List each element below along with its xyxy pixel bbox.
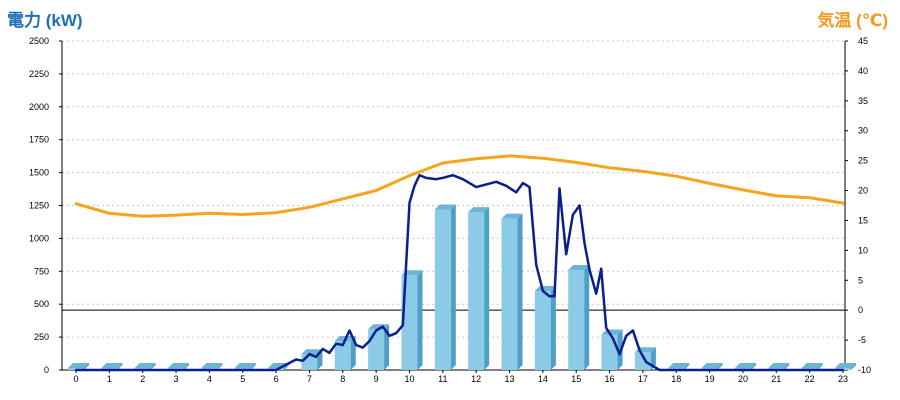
bar-side [217, 363, 223, 370]
power-line [74, 173, 845, 372]
bar-side [817, 363, 823, 370]
x-tick-label: 18 [671, 374, 681, 384]
left-tick-label: 250 [34, 332, 49, 342]
right-tick-label: 40 [858, 66, 868, 76]
x-tick-label: 16 [605, 374, 615, 384]
left-tick-label: 1250 [29, 201, 49, 211]
left-tick-label: 2500 [29, 36, 49, 46]
temperature-line [74, 154, 845, 218]
left-tick-label: 2000 [29, 102, 49, 112]
bar-side [717, 363, 723, 370]
left-tick-label: 1750 [29, 135, 49, 145]
x-tick-label: 8 [340, 374, 345, 384]
x-tick-label: 4 [207, 374, 212, 384]
bar-side [417, 270, 423, 370]
left-tick-label: 0 [44, 365, 49, 375]
x-tick-label: 9 [374, 374, 379, 384]
x-tick-label: 3 [174, 374, 179, 384]
left-tick-label: 1500 [29, 168, 49, 178]
bar-top [734, 363, 756, 368]
bar [334, 341, 351, 370]
bar-top [668, 363, 690, 368]
bar-side [250, 363, 256, 370]
bar-side [750, 363, 756, 370]
bar-top [434, 204, 456, 210]
bar [434, 209, 451, 370]
right-tick-label: 25 [858, 156, 868, 166]
x-tick-label: 0 [73, 374, 78, 384]
bar-top [768, 363, 790, 368]
right-axis-title: 気温 (℃) [817, 11, 888, 30]
bar-top [134, 363, 156, 368]
bar-side [84, 363, 89, 370]
x-tick-label: 10 [404, 374, 414, 384]
bar-top [68, 363, 89, 368]
x-tick-label: 11 [438, 374, 447, 384]
x-tick-label: 13 [505, 374, 515, 384]
bar-top [234, 363, 256, 368]
right-tick-label: 0 [858, 305, 863, 315]
x-tick-label: 5 [240, 374, 245, 384]
x-tick-label: 1 [107, 374, 112, 384]
bar-top [568, 264, 590, 270]
x-tick-label: 12 [471, 374, 481, 384]
bar-side [550, 286, 556, 370]
right-tick-label: 35 [858, 96, 868, 106]
left-tick-label: 2250 [29, 69, 49, 79]
left-tick-label: 500 [34, 299, 49, 309]
x-tick-label: 2 [140, 374, 145, 384]
x-tick-label: 6 [274, 374, 279, 384]
bar-side [684, 363, 690, 370]
bar-side [150, 363, 156, 370]
x-tick-label: 23 [838, 374, 848, 384]
bar [468, 212, 485, 370]
bar-side [517, 213, 523, 370]
bar [634, 352, 651, 370]
right-tick-label: 5 [858, 275, 863, 285]
bar-side [450, 204, 456, 370]
x-tick-label: 17 [638, 374, 648, 384]
bar-top [835, 363, 856, 368]
left-axis-title: 電力 (kW) [7, 11, 83, 30]
bar [568, 269, 585, 370]
right-tick-label: 20 [858, 186, 868, 196]
right-tick-label: 15 [858, 215, 868, 225]
bar [534, 291, 551, 370]
bar-side [584, 264, 590, 370]
left-tick-label: 1000 [29, 233, 49, 243]
bar-top [301, 349, 323, 355]
bar [501, 218, 518, 370]
right-tick-label: 10 [858, 245, 868, 255]
bar-top [801, 363, 823, 368]
bar-top [101, 363, 123, 368]
bar-top [201, 363, 223, 368]
left-tick-label: 750 [34, 266, 49, 276]
x-tick-label: 7 [307, 374, 312, 384]
bar-top [701, 363, 723, 368]
bar-top [534, 286, 556, 292]
right-tick-label: 45 [858, 36, 868, 46]
right-tick-label: -5 [858, 335, 866, 345]
bar-side [851, 363, 856, 370]
bar-top [501, 213, 523, 219]
bar-top [468, 207, 490, 213]
x-tick-label: 19 [705, 374, 715, 384]
x-tick-label: 22 [805, 374, 815, 384]
bar-side [117, 363, 123, 370]
bar-side [484, 207, 490, 370]
right-tick-label: -10 [858, 365, 871, 375]
right-tick-label: 30 [858, 126, 868, 136]
bar-side [184, 363, 190, 370]
bar [368, 329, 385, 370]
x-tick-label: 15 [571, 374, 581, 384]
bar-top [168, 363, 190, 368]
x-tick-label: 20 [738, 374, 748, 384]
bar [601, 334, 618, 370]
bar-side [784, 363, 790, 370]
x-tick-label: 21 [771, 374, 781, 384]
x-tick-label: 14 [538, 374, 548, 384]
